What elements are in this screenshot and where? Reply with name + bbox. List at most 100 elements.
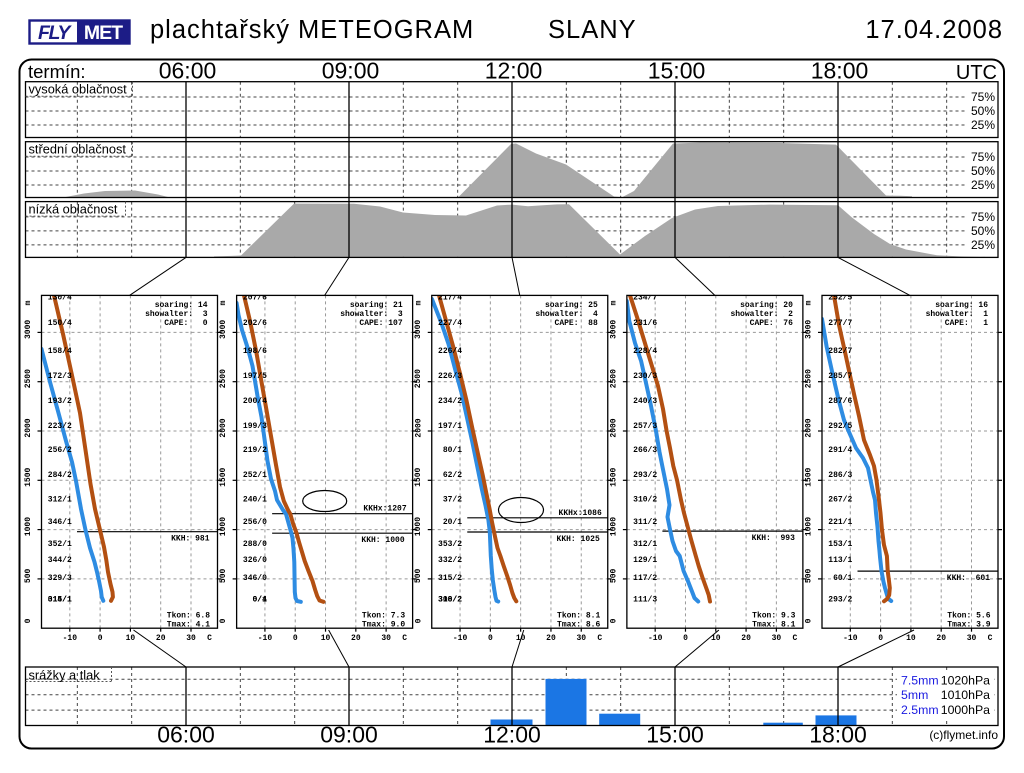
svg-text:soaring: 16: soaring: 16: [935, 301, 988, 310]
svg-text:20: 20: [156, 634, 166, 643]
svg-text:310/2: 310/2: [633, 496, 657, 505]
svg-text:286/3: 286/3: [828, 471, 852, 480]
svg-text:014/1: 014/1: [48, 596, 72, 605]
svg-text:30: 30: [772, 634, 782, 643]
svg-text:30: 30: [381, 634, 391, 643]
svg-text:219/2: 219/2: [243, 446, 267, 455]
svg-text:nízká oblačnost: nízká oblačnost: [29, 202, 118, 217]
svg-text:2.5mm: 2.5mm: [901, 703, 939, 717]
svg-text:soaring: 25: soaring: 25: [545, 301, 598, 310]
svg-text:25%: 25%: [971, 118, 995, 132]
svg-text:2000: 2000: [219, 418, 228, 437]
svg-text:m: m: [805, 300, 814, 305]
svg-text:m: m: [24, 300, 33, 305]
svg-text:1500: 1500: [24, 467, 33, 486]
svg-text:0: 0: [219, 618, 228, 623]
svg-text:217/4: 217/4: [438, 294, 462, 303]
svg-text:300/2: 300/2: [438, 596, 462, 605]
svg-text:291/4: 291/4: [828, 446, 852, 455]
svg-text:252/5: 252/5: [828, 294, 852, 303]
svg-text:KKH: 993: KKH: 993: [752, 534, 795, 543]
svg-text:soaring: 20: soaring: 20: [740, 301, 793, 310]
svg-text:2000: 2000: [609, 418, 618, 437]
svg-text:m: m: [609, 300, 618, 305]
svg-text:-10: -10: [63, 634, 78, 643]
svg-text:1500: 1500: [805, 467, 814, 486]
svg-text:KKH: 601: KKH: 601: [947, 574, 990, 583]
svg-text:292/5: 292/5: [828, 422, 852, 431]
svg-text:FLY: FLY: [38, 22, 72, 44]
svg-text:12:00: 12:00: [485, 58, 543, 84]
svg-text:10: 10: [711, 634, 721, 643]
svg-text:75%: 75%: [971, 210, 995, 224]
svg-text:207/6: 207/6: [243, 294, 267, 303]
svg-text:315/2: 315/2: [438, 574, 462, 583]
svg-text:1500: 1500: [414, 467, 423, 486]
svg-text:153/1: 153/1: [828, 540, 852, 549]
svg-text:282/7: 282/7: [828, 347, 852, 356]
svg-text:-10: -10: [453, 634, 468, 643]
svg-text:285/7: 285/7: [828, 372, 852, 381]
svg-text:showalter: 2: showalter: 2: [730, 310, 793, 319]
svg-text:500: 500: [609, 569, 618, 584]
svg-text:5mm: 5mm: [901, 688, 928, 702]
svg-text:1010hPa: 1010hPa: [941, 688, 990, 702]
svg-text:75%: 75%: [971, 90, 995, 104]
svg-text:1000: 1000: [414, 517, 423, 536]
svg-text:showalter: 3: showalter: 3: [340, 310, 403, 319]
svg-text:332/2: 332/2: [438, 556, 462, 565]
svg-text:2500: 2500: [805, 369, 814, 388]
svg-text:293/2: 293/2: [828, 596, 852, 605]
svg-text:0: 0: [414, 618, 423, 623]
svg-text:0/4: 0/4: [243, 596, 267, 605]
svg-text:20: 20: [546, 634, 556, 643]
svg-text:1500: 1500: [609, 467, 618, 486]
svg-text:3000: 3000: [805, 320, 814, 339]
svg-text:vysoká oblačnost: vysoká oblačnost: [29, 82, 128, 97]
svg-text:234/2: 234/2: [438, 397, 462, 406]
svg-text:352/1: 352/1: [48, 540, 72, 549]
svg-text:UTC: UTC: [956, 62, 997, 84]
svg-text:1000: 1000: [219, 517, 228, 536]
svg-text:plachtařský METEOGRAM: plachtařský METEOGRAM: [150, 16, 474, 44]
svg-text:37/2: 37/2: [438, 496, 462, 505]
svg-text:353/2: 353/2: [438, 540, 462, 549]
svg-text:-10: -10: [258, 634, 273, 643]
svg-text:KKH: 1000: KKH: 1000: [361, 536, 404, 545]
svg-text:228/4: 228/4: [633, 347, 657, 356]
svg-text:500: 500: [414, 569, 423, 584]
svg-text:2500: 2500: [609, 369, 618, 388]
svg-text:10: 10: [906, 634, 916, 643]
svg-text:231/6: 231/6: [633, 319, 657, 328]
svg-text:soaring: 14: soaring: 14: [155, 301, 208, 310]
svg-text:130/4: 130/4: [48, 294, 72, 303]
svg-text:15:00: 15:00: [646, 722, 704, 748]
svg-text:09:00: 09:00: [320, 722, 378, 748]
svg-text:2000: 2000: [24, 418, 33, 437]
svg-text:329/3: 329/3: [48, 574, 72, 583]
svg-text:193/2: 193/2: [48, 397, 72, 406]
svg-text:227/4: 227/4: [438, 319, 462, 328]
svg-text:10: 10: [126, 634, 136, 643]
svg-text:75%: 75%: [971, 150, 995, 164]
svg-text:252/1: 252/1: [243, 471, 267, 480]
svg-text:346/0: 346/0: [243, 574, 267, 583]
svg-text:15:00: 15:00: [648, 58, 706, 84]
svg-text:50%: 50%: [971, 164, 995, 178]
svg-text:197/5: 197/5: [243, 372, 267, 381]
svg-text:293/2: 293/2: [633, 471, 657, 480]
svg-text:315/1: 315/1: [48, 596, 72, 605]
svg-text:30: 30: [186, 634, 196, 643]
svg-text:Tkon: 9.3: Tkon: 9.3: [752, 611, 795, 620]
svg-text:199/3: 199/3: [243, 422, 267, 431]
svg-text:18:00: 18:00: [809, 722, 867, 748]
svg-text:1000: 1000: [805, 517, 814, 536]
svg-text:256/0: 256/0: [243, 518, 267, 527]
svg-text:06:00: 06:00: [157, 722, 215, 748]
svg-text:197/1: 197/1: [438, 422, 462, 431]
svg-text:111/3: 111/3: [633, 596, 657, 605]
svg-text:SLANY: SLANY: [548, 16, 637, 44]
svg-text:277/7: 277/7: [828, 319, 852, 328]
svg-text:0: 0: [24, 618, 33, 623]
svg-text:150/4: 150/4: [48, 319, 72, 328]
